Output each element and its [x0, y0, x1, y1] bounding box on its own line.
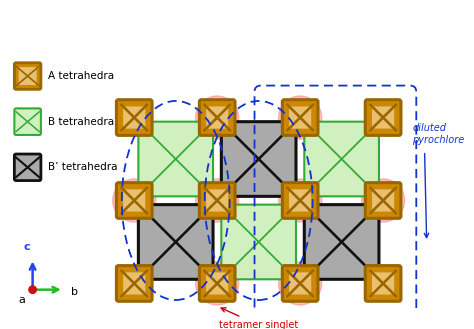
FancyBboxPatch shape — [372, 190, 394, 212]
FancyBboxPatch shape — [117, 183, 152, 218]
Circle shape — [279, 179, 322, 222]
FancyBboxPatch shape — [200, 266, 235, 301]
FancyBboxPatch shape — [283, 266, 318, 301]
Circle shape — [113, 179, 156, 222]
FancyBboxPatch shape — [14, 108, 41, 135]
FancyBboxPatch shape — [138, 205, 213, 279]
FancyBboxPatch shape — [221, 122, 296, 196]
FancyBboxPatch shape — [123, 272, 146, 294]
FancyBboxPatch shape — [206, 107, 228, 129]
Circle shape — [279, 262, 322, 305]
FancyBboxPatch shape — [138, 122, 213, 196]
FancyBboxPatch shape — [14, 154, 41, 181]
Text: tetramer singlet: tetramer singlet — [219, 308, 298, 329]
FancyBboxPatch shape — [372, 272, 394, 294]
FancyBboxPatch shape — [283, 100, 318, 135]
FancyBboxPatch shape — [18, 67, 36, 85]
FancyBboxPatch shape — [123, 190, 146, 212]
FancyBboxPatch shape — [372, 107, 394, 129]
Circle shape — [279, 96, 322, 139]
FancyBboxPatch shape — [304, 122, 379, 196]
Text: diluted
pyrochlore: diluted pyrochlore — [412, 123, 465, 145]
Text: a: a — [19, 295, 26, 305]
FancyBboxPatch shape — [283, 183, 318, 218]
Text: c: c — [23, 242, 30, 252]
Text: B tetrahedra: B tetrahedra — [47, 117, 114, 127]
FancyBboxPatch shape — [206, 190, 228, 212]
Circle shape — [29, 286, 36, 293]
FancyBboxPatch shape — [289, 190, 311, 212]
FancyBboxPatch shape — [117, 266, 152, 301]
FancyBboxPatch shape — [123, 107, 146, 129]
Text: b: b — [71, 287, 78, 297]
FancyBboxPatch shape — [200, 183, 235, 218]
FancyBboxPatch shape — [200, 100, 235, 135]
Circle shape — [362, 179, 405, 222]
FancyBboxPatch shape — [365, 266, 401, 301]
Text: A tetrahedra: A tetrahedra — [47, 71, 114, 81]
FancyBboxPatch shape — [365, 100, 401, 135]
Circle shape — [196, 262, 239, 305]
FancyBboxPatch shape — [221, 205, 296, 279]
FancyBboxPatch shape — [289, 272, 311, 294]
FancyBboxPatch shape — [304, 205, 379, 279]
Text: B’ tetrahedra: B’ tetrahedra — [47, 162, 117, 172]
FancyBboxPatch shape — [14, 63, 41, 89]
FancyBboxPatch shape — [365, 183, 401, 218]
Circle shape — [196, 179, 239, 222]
FancyBboxPatch shape — [117, 100, 152, 135]
FancyBboxPatch shape — [206, 272, 228, 294]
FancyBboxPatch shape — [289, 107, 311, 129]
Circle shape — [196, 96, 239, 139]
